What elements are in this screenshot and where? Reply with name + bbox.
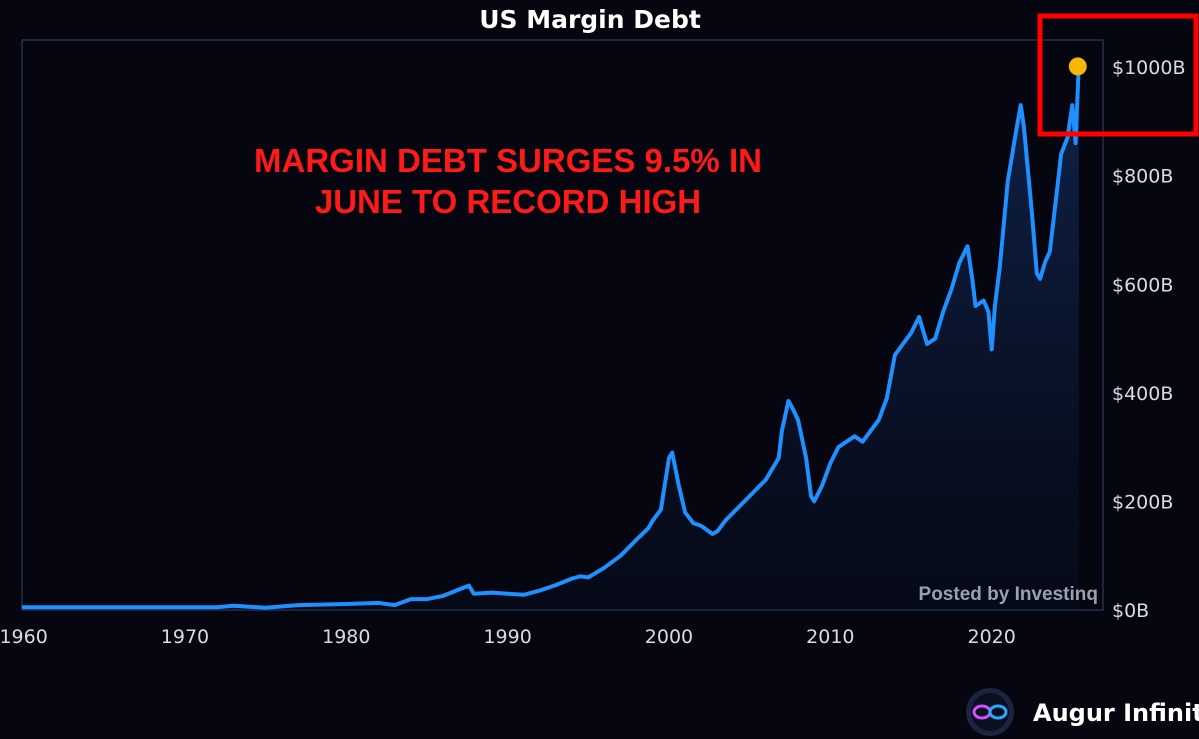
y-tick-label: $1000B bbox=[1112, 57, 1185, 79]
x-tick-label: 1960 bbox=[0, 626, 48, 648]
y-tick-label: $200B bbox=[1112, 491, 1173, 513]
x-tick-label: 1990 bbox=[483, 626, 531, 648]
y-tick-label: $800B bbox=[1112, 166, 1173, 188]
y-axis: $0B $200B $400B $600B $800B $1000B bbox=[1112, 57, 1185, 622]
y-tick-label: $600B bbox=[1112, 274, 1173, 296]
headline-line2: JUNE TO RECORD HIGH bbox=[315, 183, 701, 220]
series-line bbox=[22, 64, 1081, 610]
series-area bbox=[22, 64, 1079, 610]
x-tick-label: 1970 bbox=[161, 626, 209, 648]
latest-value-marker bbox=[1068, 57, 1087, 76]
x-tick-label: 2000 bbox=[645, 626, 693, 648]
watermark: Posted by Investinq bbox=[919, 584, 1098, 605]
x-tick-label: 2020 bbox=[967, 626, 1015, 648]
headline-line1: MARGIN DEBT SURGES 9.5% IN bbox=[254, 142, 762, 179]
x-tick-label: 1980 bbox=[322, 626, 370, 648]
y-tick-label: $0B bbox=[1112, 600, 1149, 622]
y-tick-label: $400B bbox=[1112, 383, 1173, 405]
brand-logo bbox=[966, 688, 1014, 736]
brand-name: Augur Infinity bbox=[1033, 699, 1199, 727]
x-axis: 1960 1970 1980 1990 2000 2010 2020 bbox=[0, 626, 1016, 648]
highlight-box bbox=[1037, 13, 1199, 137]
chart-title: US Margin Debt bbox=[479, 5, 701, 34]
x-tick-label: 2010 bbox=[806, 626, 854, 648]
